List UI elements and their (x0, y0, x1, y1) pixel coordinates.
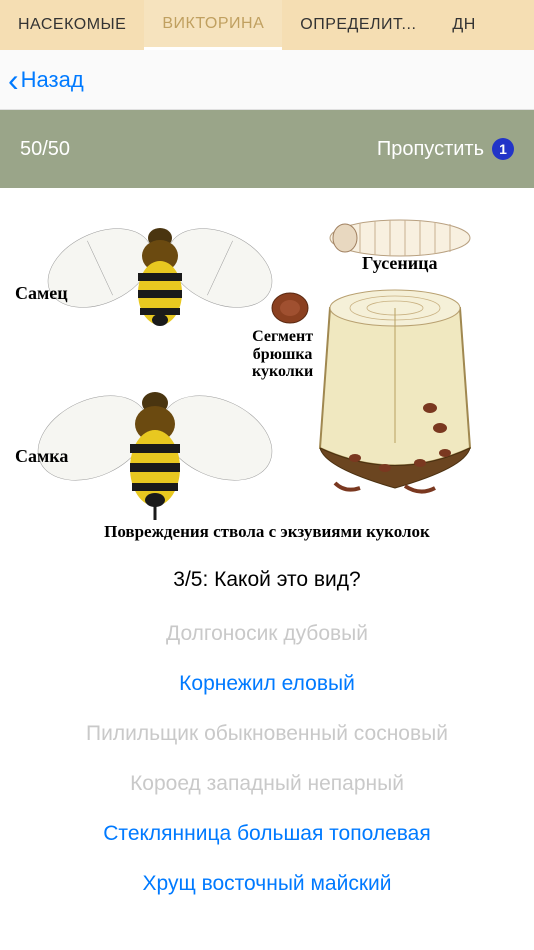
answer-option[interactable]: Пилильщик обыкновенный сосновый (10, 722, 524, 746)
diagram-caption: Повреждения ствола с экзувиями куколок (0, 522, 534, 542)
tab-insects[interactable]: НАСЕКОМЫЕ (0, 0, 144, 50)
chevron-left-icon: ‹ (8, 64, 19, 96)
tab-quiz[interactable]: ВИКТОРИНА (144, 0, 282, 50)
tab-identifier[interactable]: ОПРЕДЕЛИТ... (282, 0, 434, 50)
quiz-toolbar: 50/50 Пропустить 1 (0, 110, 534, 188)
label-segment: Сегмент брюшка куколки (252, 328, 313, 381)
nav-bar: ‹ Назад (0, 50, 534, 110)
answer-option[interactable]: Короед западный непарный (10, 772, 524, 796)
answer-option[interactable]: Долгоносик дубовый (10, 622, 524, 646)
answer-option[interactable]: Стеклянница большая тополевая (10, 822, 524, 846)
label-female: Самка (15, 446, 68, 467)
skip-label: Пропустить (377, 138, 484, 161)
question-image: Самец Самка Гусеница Сегмент брюшка куко… (0, 188, 534, 550)
skip-count-badge: 1 (492, 138, 514, 160)
answers-list: Долгоносик дубовый Корнежил еловый Пилил… (0, 622, 534, 896)
question-text: 3/5: Какой это вид? (0, 550, 534, 622)
answer-option[interactable]: Хрущ восточный майский (10, 872, 524, 896)
tab-dn[interactable]: ДН (434, 0, 493, 50)
skip-button[interactable]: Пропустить 1 (377, 138, 514, 161)
answer-option[interactable]: Корнежил еловый (10, 672, 524, 696)
back-label: Назад (21, 67, 84, 93)
label-larva: Гусеница (362, 253, 438, 274)
fifty-fifty-button[interactable]: 50/50 (20, 138, 70, 161)
back-button[interactable]: ‹ Назад (8, 64, 84, 96)
tab-bar: НАСЕКОМЫЕ ВИКТОРИНА ОПРЕДЕЛИТ... ДН (0, 0, 534, 50)
label-male: Самец (15, 283, 68, 304)
